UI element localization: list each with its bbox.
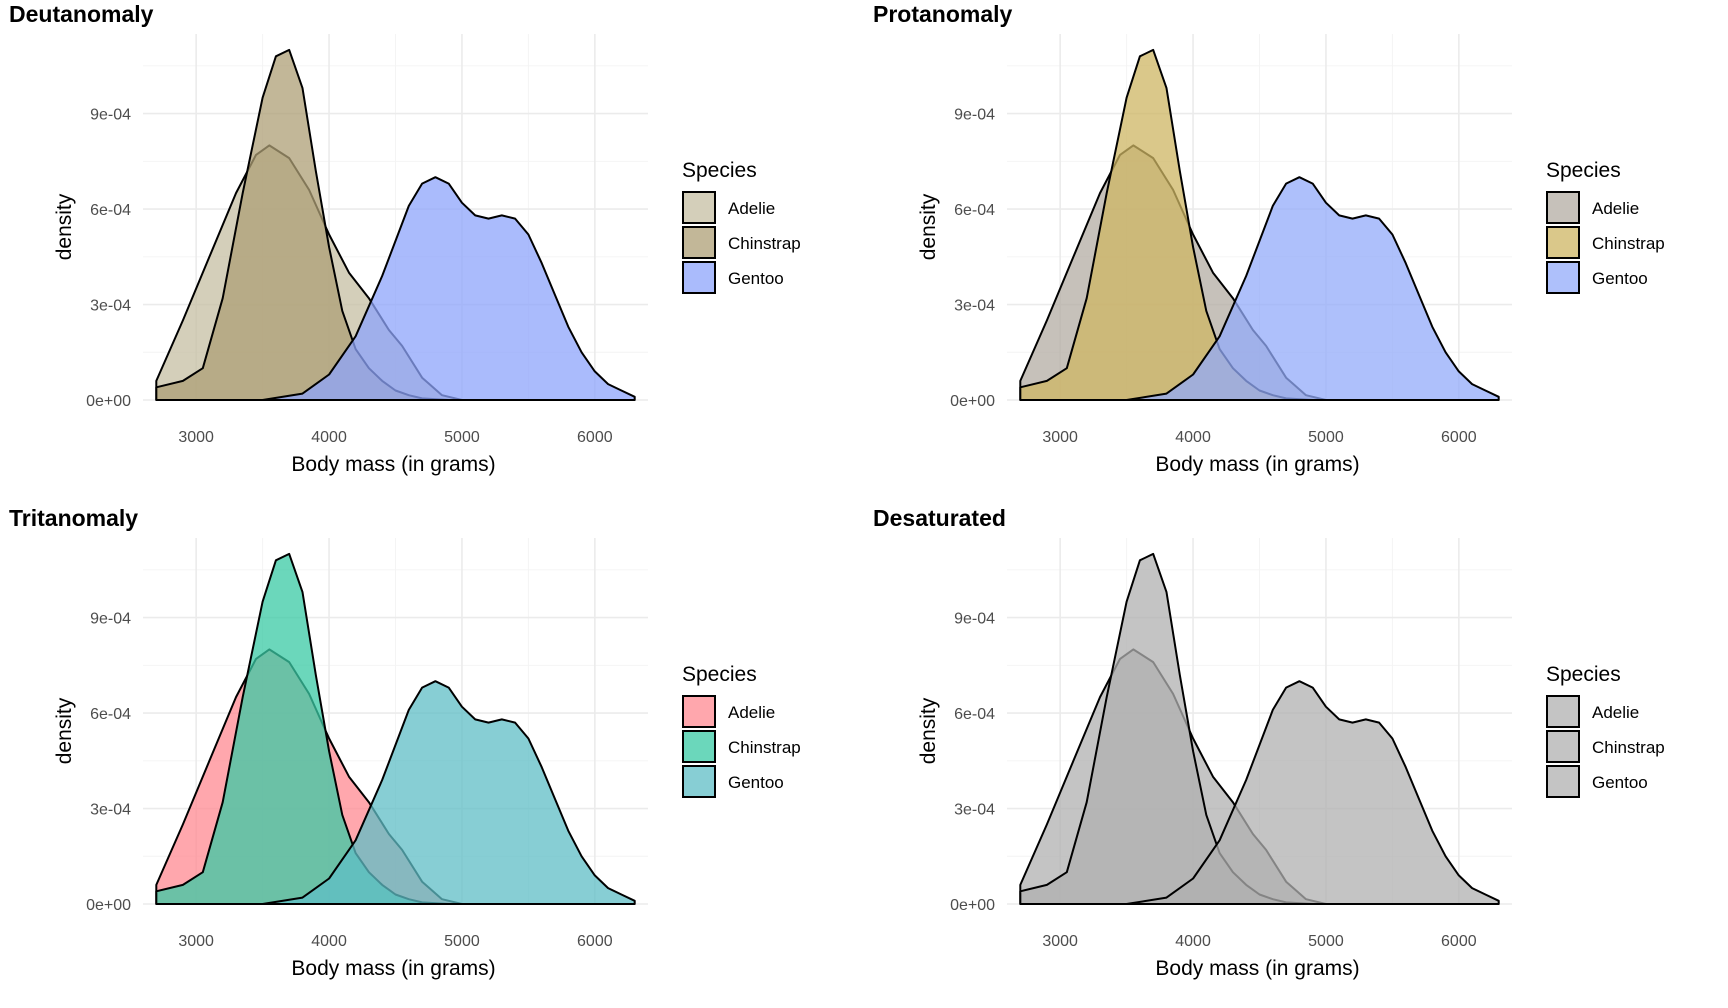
legend: Species Adelie Chinstrap Gentoo [682,159,801,294]
x-axis-title: Body mass (in grams) [291,453,495,476]
density-areas [155,552,636,905]
density-areas [155,48,636,401]
legend-label-gentoo: Gentoo [1592,269,1648,288]
y-tick-label: 3e-04 [90,298,131,315]
chart-title: Protanomaly [873,1,1013,27]
y-tick-label: 3e-04 [954,298,995,315]
x-tick-label: 3000 [1042,933,1078,950]
chart-svg: Desaturated 3000 4000 5000 6000 0e+00 3e-04 6e-… [873,505,1665,980]
legend-label-gentoo: Gentoo [728,269,784,288]
legend-key-gentoo [1546,765,1580,798]
legend-label-gentoo: Gentoo [1592,773,1648,792]
y-tick-label: 9e-04 [954,611,995,628]
y-tick-label: 0e+00 [86,897,131,914]
density-areas [1019,48,1500,401]
y-axis-title: density [53,697,76,764]
x-tick-label: 6000 [1441,933,1477,950]
y-tick-label: 9e-04 [954,107,995,124]
x-tick-label: 6000 [577,933,613,950]
chart-svg: Tritanomaly 3000 4000 5000 6000 0e+00 3e-04 6e-… [9,505,801,980]
density-area-gentoo [261,176,636,401]
x-tick-label: 3000 [1042,429,1078,446]
density-area-gentoo [261,680,636,905]
legend-title: Species [682,663,757,686]
x-axis-title: Body mass (in grams) [1155,957,1359,980]
chart-title: Desaturated [873,505,1006,531]
chart-title: Deutanomaly [9,1,154,27]
chart-panel-deutanomaly: Deutanomaly 3000 4000 5000 6000 0e+00 3e-04 6e-… [0,0,864,504]
legend-key-chinstrap [682,730,716,763]
legend-key-gentoo [682,765,716,798]
y-tick-label: 9e-04 [90,611,131,628]
legend-label-adelie: Adelie [728,199,775,218]
chart-title: Tritanomaly [9,505,138,531]
legend-key-adelie [682,191,716,224]
y-tick-label: 3e-04 [954,802,995,819]
x-tick-label: 4000 [311,933,347,950]
legend-key-adelie [1546,191,1580,224]
x-tick-label: 3000 [178,933,214,950]
legend-key-gentoo [682,261,716,294]
y-axis-title: density [917,193,940,260]
legend-key-chinstrap [1546,730,1580,763]
x-tick-label: 5000 [1308,933,1344,950]
x-tick-label: 3000 [178,429,214,446]
legend: Species Adelie Chinstrap Gentoo [1546,663,1665,798]
chart-panel-desaturated: Desaturated 3000 4000 5000 6000 0e+00 3e-04 6e-… [864,504,1728,1008]
x-axis-title: Body mass (in grams) [291,957,495,980]
legend-label-chinstrap: Chinstrap [728,234,801,253]
y-axis-title: density [53,193,76,260]
x-tick-label: 4000 [311,429,347,446]
legend: Species Adelie Chinstrap Gentoo [682,663,801,798]
x-tick-label: 5000 [444,933,480,950]
x-tick-label: 6000 [577,429,613,446]
x-tick-label: 5000 [444,429,480,446]
chart-svg: Protanomaly 3000 4000 5000 6000 0e+00 3e-04 6e-… [873,1,1665,476]
y-tick-label: 6e-04 [90,706,131,723]
legend-label-chinstrap: Chinstrap [1592,234,1665,253]
x-tick-label: 6000 [1441,429,1477,446]
chart-svg: Deutanomaly 3000 4000 5000 6000 0e+00 3e-04 6e-… [9,1,801,476]
x-tick-label: 5000 [1308,429,1344,446]
y-tick-label: 6e-04 [954,706,995,723]
x-axis-title: Body mass (in grams) [1155,453,1359,476]
y-tick-label: 0e+00 [950,897,995,914]
legend-key-chinstrap [682,226,716,259]
y-tick-label: 0e+00 [86,393,131,410]
legend-title: Species [682,159,757,182]
y-tick-label: 9e-04 [90,107,131,124]
density-areas [1019,552,1500,905]
legend-label-chinstrap: Chinstrap [728,738,801,757]
y-axis-title: density [917,697,940,764]
y-tick-label: 6e-04 [954,202,995,219]
legend-key-adelie [682,695,716,728]
x-tick-label: 4000 [1175,429,1211,446]
legend-label-adelie: Adelie [728,703,775,722]
legend-key-gentoo [1546,261,1580,294]
chart-panel-protanomaly: Protanomaly 3000 4000 5000 6000 0e+00 3e-04 6e-… [864,0,1728,504]
y-tick-label: 6e-04 [90,202,131,219]
legend-title: Species [1546,663,1621,686]
x-tick-label: 4000 [1175,933,1211,950]
legend-key-chinstrap [1546,226,1580,259]
y-tick-label: 0e+00 [950,393,995,410]
legend: Species Adelie Chinstrap Gentoo [1546,159,1665,294]
legend-label-chinstrap: Chinstrap [1592,738,1665,757]
legend-label-adelie: Adelie [1592,199,1639,218]
legend-title: Species [1546,159,1621,182]
density-area-gentoo [1125,680,1500,905]
density-area-gentoo [1125,176,1500,401]
legend-key-adelie [1546,695,1580,728]
chart-panel-tritanomaly: Tritanomaly 3000 4000 5000 6000 0e+00 3e-04 6e-… [0,504,864,1008]
legend-label-gentoo: Gentoo [728,773,784,792]
legend-label-adelie: Adelie [1592,703,1639,722]
y-tick-label: 3e-04 [90,802,131,819]
